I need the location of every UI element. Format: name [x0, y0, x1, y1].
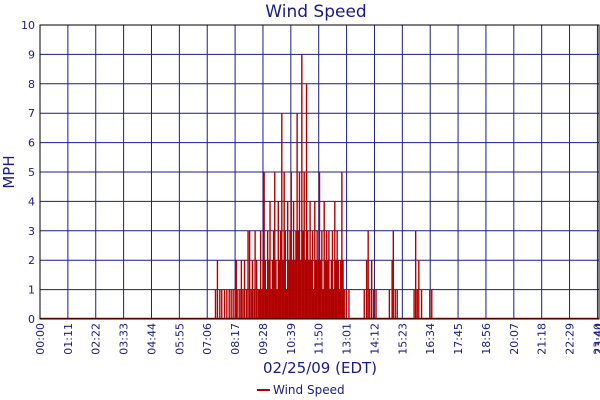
x-axis-label: 02/25/09 (EDT): [263, 359, 377, 377]
y-axis-ticks: 0 1 2 3 4 5 6 7 8 9 10: [21, 19, 35, 326]
x-axis-ticks: 00:00 01:11 02:22 03:33 04:44 05:55 07:06 08:17…: [34, 323, 600, 355]
x-tick-label: 13:01: [341, 323, 354, 355]
x-tick-label: 11:50: [313, 323, 326, 355]
y-tick-label: 3: [28, 225, 35, 238]
x-tick-label: 04:44: [145, 323, 158, 355]
legend: Wind Speed: [257, 383, 345, 397]
y-tick-label: 7: [28, 107, 35, 120]
x-tick-label: 07:06: [201, 323, 214, 355]
y-tick-label: 10: [21, 19, 35, 32]
y-tick-label: 5: [28, 166, 35, 179]
legend-label: Wind Speed: [273, 383, 345, 397]
x-tick-label: 15:23: [396, 323, 409, 355]
plot-frame: [39, 24, 600, 320]
x-tick-label: 02:22: [90, 323, 103, 355]
y-tick-label: 2: [28, 254, 35, 267]
x-tick-label: 05:55: [173, 323, 186, 355]
x-tick-label: 00:00: [34, 323, 47, 355]
y-tick-label: 4: [28, 195, 35, 208]
y-tick-label: 1: [28, 284, 35, 297]
x-tick-label: 17:45: [452, 323, 465, 355]
y-tick-label: 8: [28, 78, 35, 91]
x-tick-label: 21:18: [536, 323, 549, 355]
x-tick-label: 22:29: [564, 323, 577, 355]
data-bars: [40, 54, 599, 320]
y-tick-label: 6: [28, 137, 35, 150]
chart-title: Wind Speed: [265, 2, 366, 22]
x-tick-label: 23:40: [591, 323, 600, 355]
y-tick-label: 9: [28, 48, 35, 61]
y-axis-label: MPH: [0, 155, 18, 188]
x-tick-label: 08:17: [229, 323, 242, 355]
y-tick-label: 0: [28, 313, 35, 326]
x-tick-label: 09:28: [257, 323, 270, 355]
x-tick-label: 16:34: [424, 323, 437, 355]
x-tick-label: 20:07: [508, 323, 521, 355]
x-tick-label: 03:33: [118, 323, 131, 355]
x-tick-label: 23:44: [593, 323, 600, 355]
x-tick-label: 14:12: [368, 323, 381, 355]
x-tick-label: 10:39: [285, 323, 298, 355]
x-tick-label: 01:11: [62, 323, 75, 355]
x-tick-label: 18:56: [480, 323, 493, 355]
